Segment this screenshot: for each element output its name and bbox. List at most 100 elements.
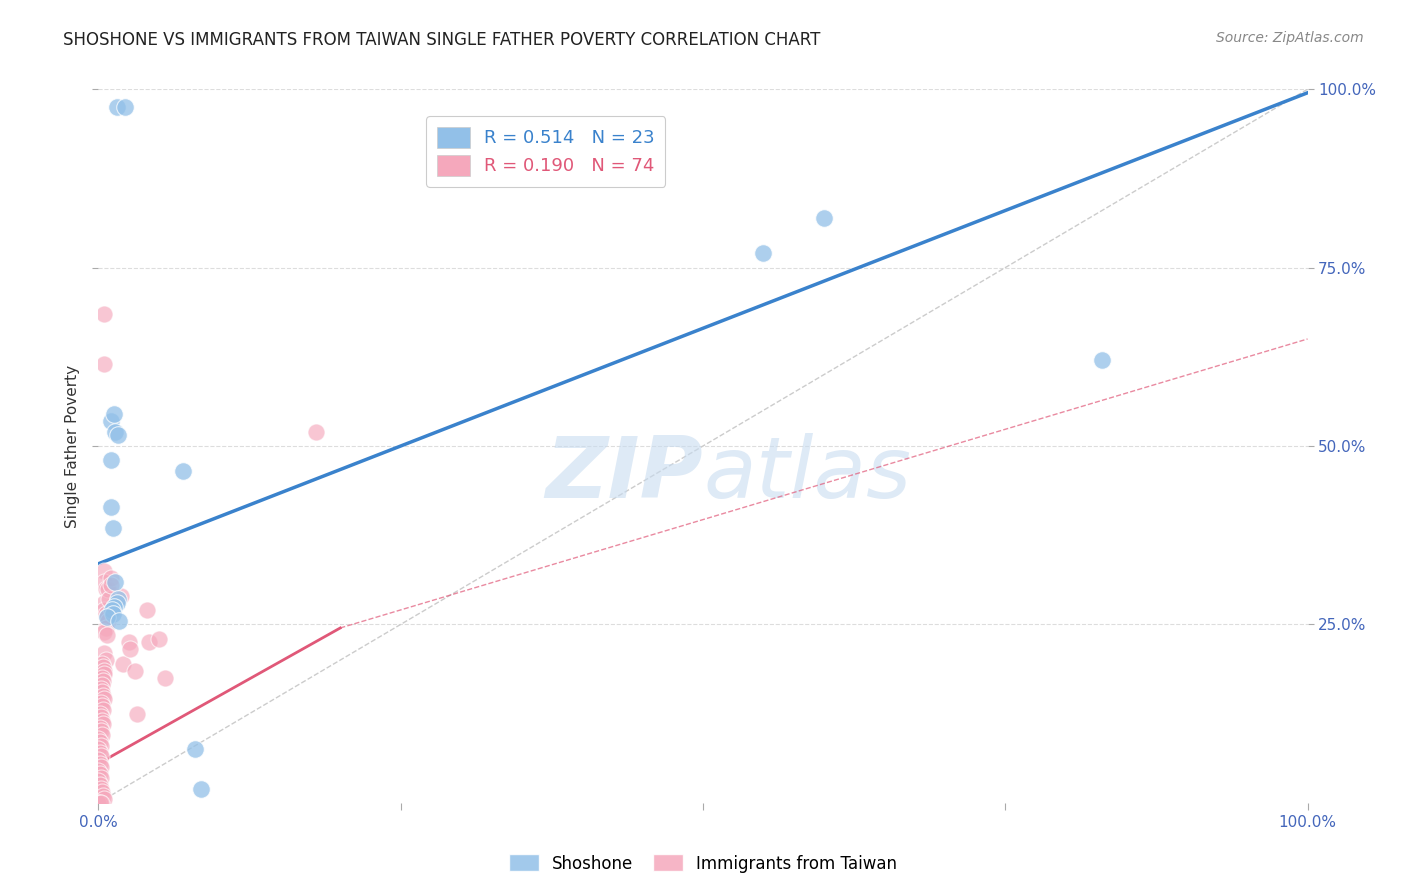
Point [96, 610, 118, 624]
Point [91, 785, 114, 799]
Point [93, 596, 115, 610]
Point [190, 781, 212, 796]
Point [135, 603, 157, 617]
Point [90, 710, 112, 724]
Legend: Shoshone, Immigrants from Taiwan: Shoshone, Immigrants from Taiwan [502, 847, 904, 880]
Legend: R = 0.514   N = 23, R = 0.190   N = 74: R = 0.514 N = 23, R = 0.190 N = 74 [426, 116, 665, 186]
Point [108, 614, 131, 628]
Point [118, 642, 141, 657]
Point [138, 635, 160, 649]
Point [90, 724, 112, 739]
Point [127, 706, 149, 721]
Point [87, 774, 110, 789]
Point [100, 571, 122, 585]
Point [93, 357, 115, 371]
Point [96, 628, 118, 642]
Point [93, 792, 115, 806]
Text: Source: ZipAtlas.com: Source: ZipAtlas.com [1216, 31, 1364, 45]
Point [90, 796, 112, 810]
Point [91, 699, 114, 714]
Point [91, 717, 114, 731]
Point [110, 589, 132, 603]
Point [93, 646, 115, 660]
Point [96, 610, 118, 624]
Point [100, 414, 122, 428]
Point [89, 735, 111, 749]
Point [114, 100, 136, 114]
Point [91, 689, 114, 703]
Point [91, 685, 114, 699]
Point [90, 760, 112, 774]
Text: ZIP: ZIP [546, 433, 703, 516]
Point [93, 574, 115, 589]
Point [105, 100, 128, 114]
Point [100, 453, 122, 467]
Point [97, 614, 120, 628]
Point [91, 703, 114, 717]
Point [93, 624, 115, 639]
Point [97, 582, 120, 596]
Point [100, 500, 122, 514]
Point [90, 696, 112, 710]
Point [89, 767, 111, 781]
Point [172, 464, 194, 478]
Point [87, 742, 110, 756]
Point [100, 603, 122, 617]
Point [91, 657, 114, 671]
Point [91, 789, 114, 803]
Point [184, 742, 207, 756]
Point [103, 599, 125, 614]
Text: atlas: atlas [703, 433, 911, 516]
Point [94, 582, 117, 596]
Point [89, 778, 111, 792]
Point [105, 596, 128, 610]
Point [101, 521, 124, 535]
Point [87, 764, 110, 778]
Point [104, 574, 127, 589]
Point [91, 671, 114, 685]
Text: SHOSHONE VS IMMIGRANTS FROM TAIWAN SINGLE FATHER POVERTY CORRELATION CHART: SHOSHONE VS IMMIGRANTS FROM TAIWAN SINGL… [63, 31, 821, 49]
Point [107, 428, 129, 442]
Point [93, 692, 115, 706]
Point [89, 756, 111, 771]
Point [93, 664, 115, 678]
Point [101, 607, 124, 621]
Point [93, 667, 115, 681]
Point [93, 307, 115, 321]
Point [89, 706, 111, 721]
Point [100, 578, 122, 592]
Point [107, 592, 129, 607]
Point [89, 796, 111, 810]
Point [90, 781, 112, 796]
Point [124, 664, 146, 678]
Point [87, 753, 110, 767]
Point [153, 671, 176, 685]
Point [94, 621, 117, 635]
Point [90, 739, 112, 753]
Point [1091, 353, 1114, 368]
Point [91, 660, 114, 674]
Point [94, 653, 117, 667]
Point [93, 564, 115, 578]
Point [89, 746, 111, 760]
Point [87, 731, 110, 746]
Point [98, 592, 121, 607]
Point [148, 632, 170, 646]
Point [118, 635, 141, 649]
Point [111, 657, 134, 671]
Point [90, 771, 112, 785]
Point [103, 407, 125, 421]
Point [89, 721, 111, 735]
Point [91, 678, 114, 692]
Point [813, 211, 835, 225]
Y-axis label: Single Father Poverty: Single Father Poverty [65, 365, 80, 527]
Point [104, 425, 127, 439]
Point [94, 607, 117, 621]
Point [752, 246, 775, 260]
Point [90, 749, 112, 764]
Point [91, 674, 114, 689]
Point [91, 714, 114, 728]
Point [93, 603, 115, 617]
Point [91, 728, 114, 742]
Point [87, 796, 110, 810]
